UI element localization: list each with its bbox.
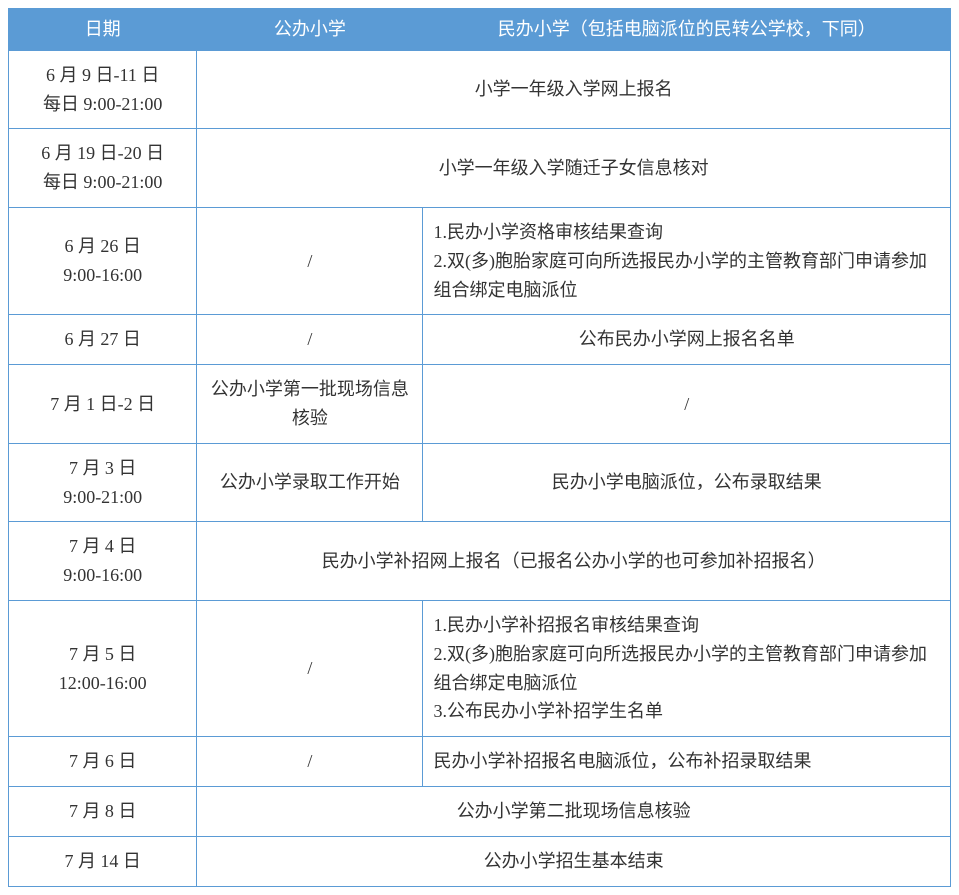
date-cell: 7 月 4 日9:00-16:00 [9,522,197,601]
table-row: 7 月 14 日公办小学招生基本结束 [9,836,951,886]
date-line1: 7 月 1 日-2 日 [17,390,188,419]
private-cell: / [423,365,951,444]
table-row: 6 月 26 日9:00-16:00/1.民办小学资格审核结果查询 2.双(多)… [9,207,951,314]
private-cell: 民办小学电脑派位，公布录取结果 [423,443,951,522]
merged-cell: 公办小学招生基本结束 [197,836,951,886]
date-cell: 7 月 6 日 [9,737,197,787]
date-line1: 6 月 27 日 [17,325,188,354]
date-line1: 7 月 8 日 [17,797,188,826]
private-cell: 1.民办小学资格审核结果查询 2.双(多)胞胎家庭可向所选报民办小学的主管教育部… [423,207,951,314]
date-cell: 6 月 19 日-20 日每日 9:00-21:00 [9,129,197,208]
date-line1: 7 月 4 日 [17,532,188,561]
table-row: 6 月 27 日 /公布民办小学网上报名名单 [9,315,951,365]
table-body: 6 月 9 日-11 日每日 9:00-21:00小学一年级入学网上报名6 月 … [9,50,951,886]
table-header: 日期 公办小学 民办小学（包括电脑派位的民转公学校，下同） [9,9,951,51]
table-row: 6 月 19 日-20 日每日 9:00-21:00小学一年级入学随迁子女信息核… [9,129,951,208]
merged-cell: 小学一年级入学随迁子女信息核对 [197,129,951,208]
merged-cell: 小学一年级入学网上报名 [197,50,951,129]
public-cell: 公办小学录取工作开始 [197,443,423,522]
date-cell: 7 月 8 日 [9,786,197,836]
date-line1: 6 月 9 日-11 日 [17,61,188,90]
date-line2: 9:00-16:00 [17,261,188,290]
date-cell: 7 月 5 日12:00-16:00 [9,600,197,736]
date-line1: 6 月 26 日 [17,232,188,261]
public-cell: / [197,315,423,365]
public-cell: / [197,207,423,314]
public-cell: 公办小学第一批现场信息核验 [197,365,423,444]
private-cell: 民办小学补招报名电脑派位，公布补招录取结果 [423,737,951,787]
table-row: 7 月 8 日公办小学第二批现场信息核验 [9,786,951,836]
date-line2: 每日 9:00-21:00 [17,168,188,197]
private-cell: 1.民办小学补招报名审核结果查询 2.双(多)胞胎家庭可向所选报民办小学的主管教… [423,600,951,736]
schedule-table: 日期 公办小学 民办小学（包括电脑派位的民转公学校，下同） 6 月 9 日-11… [8,8,951,887]
date-cell: 7 月 14 日 [9,836,197,886]
date-line1: 7 月 5 日 [17,640,188,669]
header-date: 日期 [9,9,197,51]
header-public: 公办小学 [197,9,423,51]
table-row: 6 月 9 日-11 日每日 9:00-21:00小学一年级入学网上报名 [9,50,951,129]
table-row: 7 月 3 日9:00-21:00公办小学录取工作开始民办小学电脑派位，公布录取… [9,443,951,522]
date-line1: 7 月 14 日 [17,847,188,876]
header-private: 民办小学（包括电脑派位的民转公学校，下同） [423,9,951,51]
public-cell: / [197,737,423,787]
private-cell: 公布民办小学网上报名名单 [423,315,951,365]
date-line2: 每日 9:00-21:00 [17,90,188,119]
table-row: 7 月 6 日 /民办小学补招报名电脑派位，公布补招录取结果 [9,737,951,787]
date-line2: 9:00-16:00 [17,561,188,590]
date-cell: 6 月 27 日 [9,315,197,365]
date-cell: 6 月 9 日-11 日每日 9:00-21:00 [9,50,197,129]
date-cell: 6 月 26 日9:00-16:00 [9,207,197,314]
table-row: 7 月 5 日12:00-16:00/1.民办小学补招报名审核结果查询 2.双(… [9,600,951,736]
date-line1: 7 月 6 日 [17,747,188,776]
date-line2: 12:00-16:00 [17,669,188,698]
date-line1: 6 月 19 日-20 日 [17,139,188,168]
public-cell: / [197,600,423,736]
date-line2: 9:00-21:00 [17,483,188,512]
merged-cell: 公办小学第二批现场信息核验 [197,786,951,836]
table-row: 7 月 4 日9:00-16:00民办小学补招网上报名（已报名公办小学的也可参加… [9,522,951,601]
date-line1: 7 月 3 日 [17,454,188,483]
date-cell: 7 月 3 日9:00-21:00 [9,443,197,522]
merged-cell: 民办小学补招网上报名（已报名公办小学的也可参加补招报名） [197,522,951,601]
date-cell: 7 月 1 日-2 日 [9,365,197,444]
table-row: 7 月 1 日-2 日公办小学第一批现场信息核验/ [9,365,951,444]
